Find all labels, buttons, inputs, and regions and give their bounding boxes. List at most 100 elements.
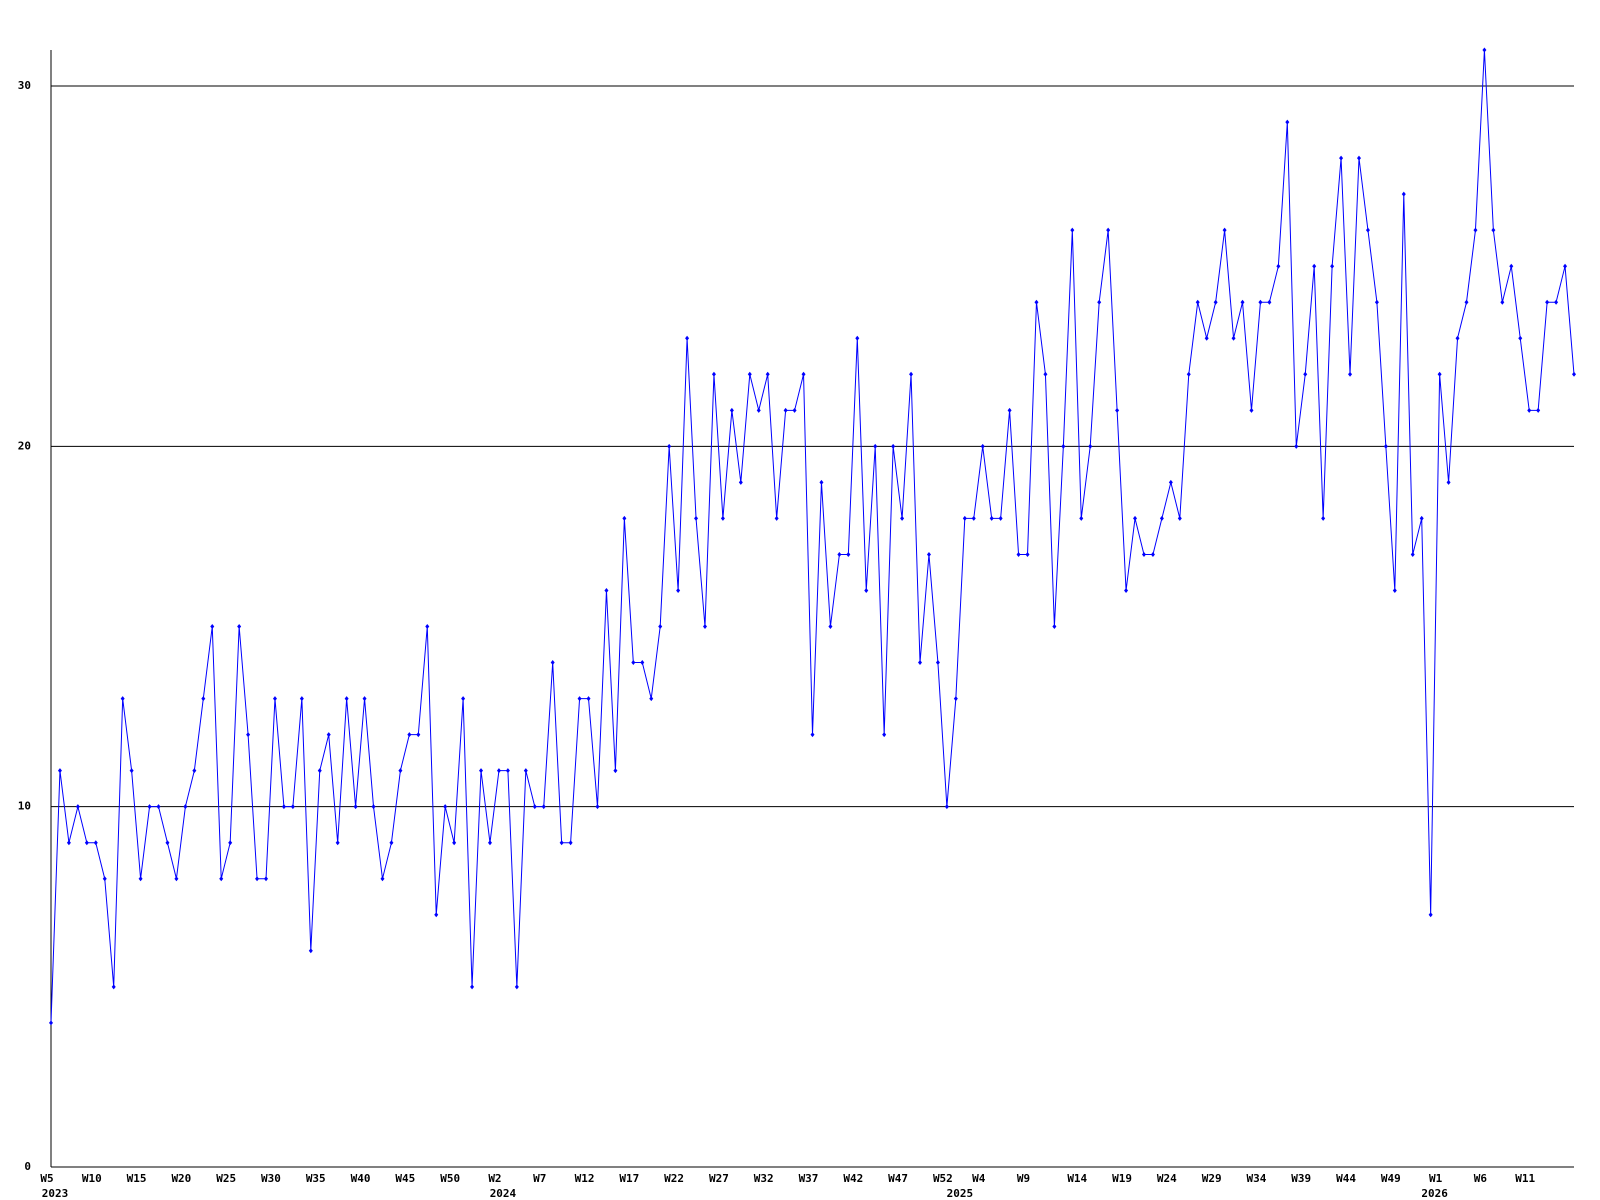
data-point <box>111 984 116 990</box>
data-point <box>1401 191 1406 197</box>
data-point <box>326 732 331 738</box>
data-point <box>1563 263 1568 269</box>
x-tick-label: W24 <box>1157 1172 1177 1185</box>
data-point <box>953 696 958 702</box>
y-tick-label: 0 <box>24 1160 31 1173</box>
data-point <box>640 660 645 666</box>
data-point <box>1374 299 1379 305</box>
data-point <box>49 1020 53 1026</box>
data-point <box>1258 299 1263 305</box>
data-point <box>461 696 466 702</box>
x-tick-label: W47 <box>888 1172 908 1185</box>
data-point <box>1177 515 1182 521</box>
x-year-label: 2026 <box>1421 1187 1448 1200</box>
data-point <box>702 624 707 630</box>
data-point <box>667 443 672 449</box>
data-point <box>165 840 170 846</box>
data-point <box>828 624 833 630</box>
x-tick-label: W20 <box>171 1172 191 1185</box>
data-point <box>452 840 457 846</box>
data-point <box>1473 227 1478 233</box>
data-point <box>1572 371 1576 377</box>
x-tick-label: W17 <box>619 1172 639 1185</box>
data-point <box>846 551 851 557</box>
data-point <box>729 407 734 413</box>
x-tick-label: W45 <box>395 1172 415 1185</box>
data-point <box>1294 443 1299 449</box>
data-point <box>819 479 824 485</box>
data-point <box>980 443 985 449</box>
data-point <box>631 660 636 666</box>
data-point <box>891 443 896 449</box>
data-point <box>1554 299 1559 305</box>
data-point <box>765 371 770 377</box>
data-point <box>882 732 887 738</box>
data-point <box>720 515 725 521</box>
x-tick-label: W27 <box>709 1172 729 1185</box>
x-tick-label: W1 <box>1429 1172 1443 1185</box>
data-point <box>398 768 403 774</box>
data-point <box>1159 515 1164 521</box>
data-point <box>855 335 860 341</box>
data-point <box>1115 407 1120 413</box>
data-point <box>1141 551 1146 557</box>
data-point <box>1428 912 1433 918</box>
x-tick-label: W30 <box>261 1172 281 1185</box>
x-tick-label: W42 <box>843 1172 863 1185</box>
data-point <box>1124 587 1129 593</box>
data-point <box>792 407 797 413</box>
data-point <box>935 660 940 666</box>
data-point <box>1500 299 1505 305</box>
data-point <box>147 804 152 810</box>
data-point <box>264 876 269 882</box>
data-point <box>756 407 761 413</box>
data-point <box>479 768 484 774</box>
x-tick-label: W5 <box>40 1172 53 1185</box>
data-point <box>837 551 842 557</box>
data-point <box>604 587 609 593</box>
data-point <box>1383 443 1388 449</box>
data-point <box>371 804 376 810</box>
data-point <box>1312 263 1317 269</box>
data-point <box>138 876 143 882</box>
data-point <box>1545 299 1550 305</box>
x-tick-label: W14 <box>1067 1172 1087 1185</box>
data-point <box>1348 371 1353 377</box>
data-point <box>944 804 949 810</box>
x-tick-label: W12 <box>575 1172 595 1185</box>
data-point <box>1419 515 1424 521</box>
data-point <box>434 912 439 918</box>
data-point <box>1204 335 1209 341</box>
data-point <box>971 515 976 521</box>
data-point <box>129 768 134 774</box>
data-point <box>407 732 412 738</box>
data-point <box>272 696 277 702</box>
data-point <box>308 948 313 954</box>
data-point <box>532 804 537 810</box>
data-point <box>694 515 699 521</box>
data-point <box>1052 624 1057 630</box>
data-point <box>1509 263 1514 269</box>
data-point <box>344 696 349 702</box>
data-point <box>505 768 510 774</box>
data-point <box>425 624 430 630</box>
x-year-label: 2025 <box>947 1187 974 1200</box>
data-point <box>918 660 923 666</box>
x-tick-label: W7 <box>533 1172 546 1185</box>
data-point <box>1079 515 1084 521</box>
x-tick-label: W10 <box>82 1172 102 1185</box>
data-point <box>443 804 448 810</box>
data-point <box>1365 227 1370 233</box>
x-tick-label: W9 <box>1017 1172 1030 1185</box>
data-point <box>747 371 752 377</box>
x-tick-label: W15 <box>127 1172 147 1185</box>
data-point <box>416 732 421 738</box>
data-point <box>873 443 878 449</box>
data-point <box>1392 587 1397 593</box>
data-point <box>962 515 967 521</box>
data-point <box>711 371 716 377</box>
data-point <box>496 768 501 774</box>
data-point <box>487 840 492 846</box>
data-point <box>783 407 788 413</box>
